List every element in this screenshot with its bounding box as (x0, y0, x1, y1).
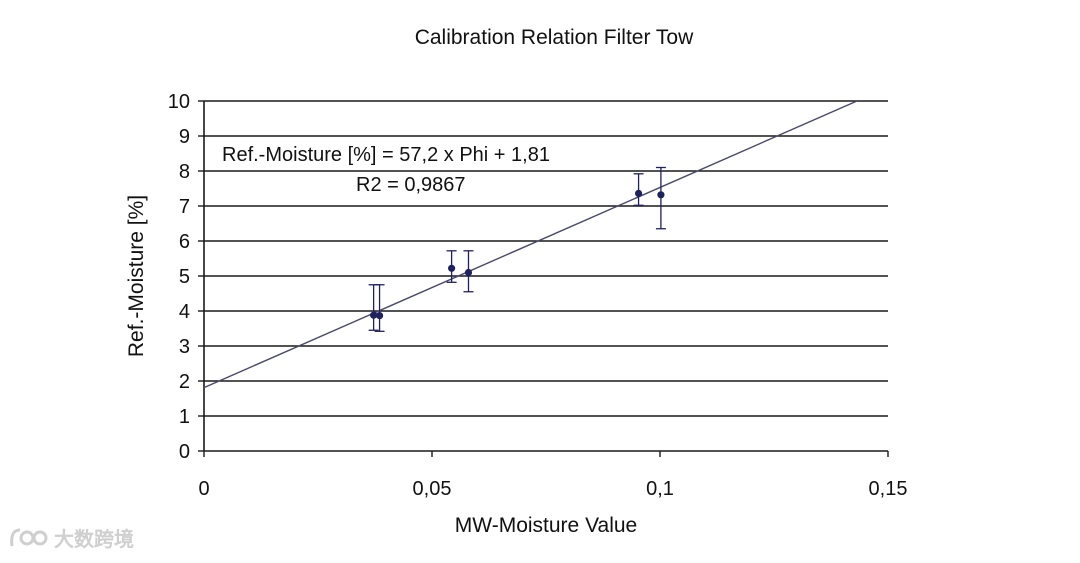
y-tick-label: 3 (179, 336, 190, 358)
watermark-logo-icon (10, 528, 48, 546)
watermark: 大数跨境 (8, 523, 134, 552)
y-tick-label: 4 (179, 301, 190, 323)
y-tick-label: 10 (168, 91, 190, 113)
y-tick-label: 6 (179, 231, 190, 253)
data-point-group (633, 173, 644, 206)
y-tick-label: 0 (179, 441, 190, 463)
data-point-group (446, 250, 457, 283)
data-point (464, 268, 473, 277)
x-tick-label: 0,1 (646, 478, 674, 500)
x-tick-label: 0,05 (413, 478, 452, 500)
data-point (370, 311, 378, 319)
x-axis-label: MW-Moisture Value (455, 514, 637, 537)
data-point (448, 264, 456, 272)
data-point (634, 189, 643, 197)
y-tick-label: 9 (179, 126, 190, 148)
watermark-text: 大数跨境 (54, 529, 134, 551)
grid-layer (204, 100, 888, 417)
axis-layer: 0 1 2 3 4 5 6 7 8 9 10 0 0,05 0,1 0,15 (168, 91, 908, 500)
data-point (657, 191, 665, 199)
trendline-layer (203, 100, 858, 389)
y-tick-label: 5 (179, 266, 190, 288)
y-axis-label: Ref.-Moisture [%] (125, 195, 148, 357)
y-tick-label: 2 (179, 371, 190, 393)
data-point-group (374, 284, 385, 332)
y-tick-label: 1 (179, 406, 190, 428)
y-tick-label: 8 (179, 161, 190, 183)
equation-label: Ref.-Moisture [%] = 57,2 x Phi + 1,81 (222, 144, 550, 166)
data-point (375, 311, 384, 320)
data-point-group (655, 166, 666, 230)
data-point-group (368, 284, 379, 331)
points-layer (368, 166, 666, 332)
data-point-group (463, 250, 474, 293)
x-tick-label: 0 (198, 478, 209, 500)
r2-label: R2 = 0,9867 (356, 174, 466, 196)
x-tick-label: 0,15 (869, 478, 908, 500)
chart-title: Calibration Relation Filter Tow (415, 26, 694, 49)
y-tick-label: 7 (179, 196, 190, 218)
trendline (203, 100, 858, 389)
